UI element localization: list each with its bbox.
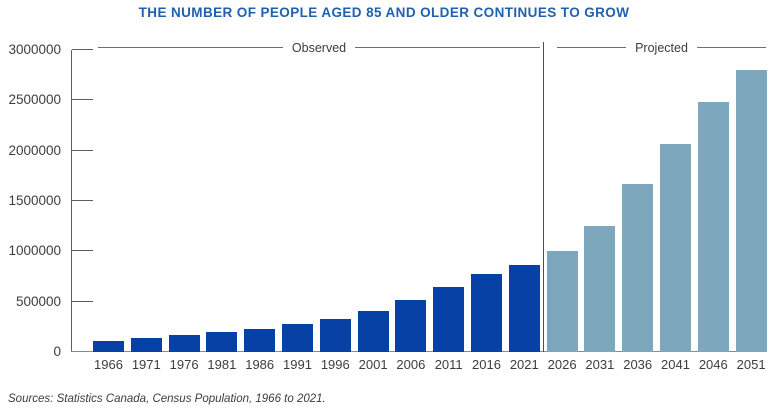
y-tick-1000000 bbox=[72, 250, 93, 252]
x-tick-label-1976: 1976 bbox=[169, 357, 199, 372]
x-tick-label-2036: 2036 bbox=[623, 357, 653, 372]
y-tick-label-500000: 500000 bbox=[15, 293, 61, 309]
bar-2021 bbox=[508, 265, 540, 352]
y-tick-label-0: 0 bbox=[53, 344, 61, 359]
x-tick-label-1981: 1981 bbox=[207, 357, 237, 372]
bar-2051 bbox=[735, 70, 767, 352]
observed-label: Observed bbox=[291, 40, 347, 55]
y-tick-label-1500000: 1500000 bbox=[8, 193, 61, 208]
y-tick-500000 bbox=[72, 300, 93, 302]
projected-right-rule bbox=[696, 47, 766, 48]
bar-2031 bbox=[584, 225, 616, 352]
y-tick-label-3000000: 3000000 bbox=[8, 42, 61, 57]
projected-left-rule bbox=[557, 47, 627, 48]
source-note: Sources: Statistics Canada, Census Popul… bbox=[8, 393, 326, 405]
bar-1981 bbox=[206, 332, 238, 352]
y-tick-2000000 bbox=[72, 149, 93, 151]
x-tick-label-2031: 2031 bbox=[585, 357, 615, 372]
x-tick-label-1991: 1991 bbox=[283, 357, 312, 372]
observed-right-rule bbox=[355, 47, 541, 48]
bar-2016 bbox=[471, 274, 502, 352]
bar-1986 bbox=[244, 329, 276, 352]
projected-label: Projected bbox=[635, 40, 688, 55]
projected-section-header: Projected bbox=[557, 40, 766, 55]
x-tick-label-2026: 2026 bbox=[547, 357, 577, 372]
bar-2011 bbox=[433, 286, 465, 352]
x-tick-label-1996: 1996 bbox=[320, 357, 350, 372]
y-tick-1500000 bbox=[72, 200, 93, 201]
y-tick-2500000 bbox=[72, 99, 93, 101]
x-tick-label-1966: 1966 bbox=[94, 357, 123, 372]
x-tick-label-1986: 1986 bbox=[245, 357, 275, 372]
observed-left-rule bbox=[98, 47, 283, 48]
bar-1991 bbox=[282, 323, 313, 352]
bar-2006 bbox=[395, 299, 427, 352]
x-tick-label-2041: 2041 bbox=[661, 357, 690, 372]
bar-2026 bbox=[546, 250, 578, 352]
y-tick-label-1000000: 1000000 bbox=[8, 243, 61, 259]
y-axis-line bbox=[71, 50, 72, 352]
x-tick-label-2006: 2006 bbox=[396, 357, 426, 372]
bar-2036 bbox=[622, 184, 654, 352]
bar-2046 bbox=[697, 101, 729, 352]
bar-1996 bbox=[319, 318, 351, 352]
bar-1976 bbox=[168, 334, 200, 352]
x-tick-label-2016: 2016 bbox=[472, 357, 501, 372]
x-tick-label-2051: 2051 bbox=[736, 357, 766, 372]
chart-title: THE NUMBER OF PEOPLE AGED 85 AND OLDER C… bbox=[138, 5, 630, 20]
x-tick-label-2046: 2046 bbox=[698, 357, 728, 372]
x-tick-label-1971: 1971 bbox=[131, 357, 161, 372]
observed-section-header: Observed bbox=[98, 40, 541, 55]
y-tick-3000000 bbox=[72, 49, 93, 50]
y-tick-label-2500000: 2500000 bbox=[8, 92, 61, 108]
x-tick-label-2001: 2001 bbox=[358, 357, 388, 372]
x-tick-label-2021: 2021 bbox=[509, 357, 539, 372]
x-tick-label-2011: 2011 bbox=[434, 357, 463, 372]
observed-projected-divider bbox=[543, 42, 544, 352]
bar-2041 bbox=[660, 143, 691, 352]
bar-1966 bbox=[93, 340, 124, 352]
bar-1971 bbox=[130, 338, 162, 352]
bar-2001 bbox=[357, 310, 389, 352]
y-tick-label-2000000: 2000000 bbox=[8, 142, 61, 158]
